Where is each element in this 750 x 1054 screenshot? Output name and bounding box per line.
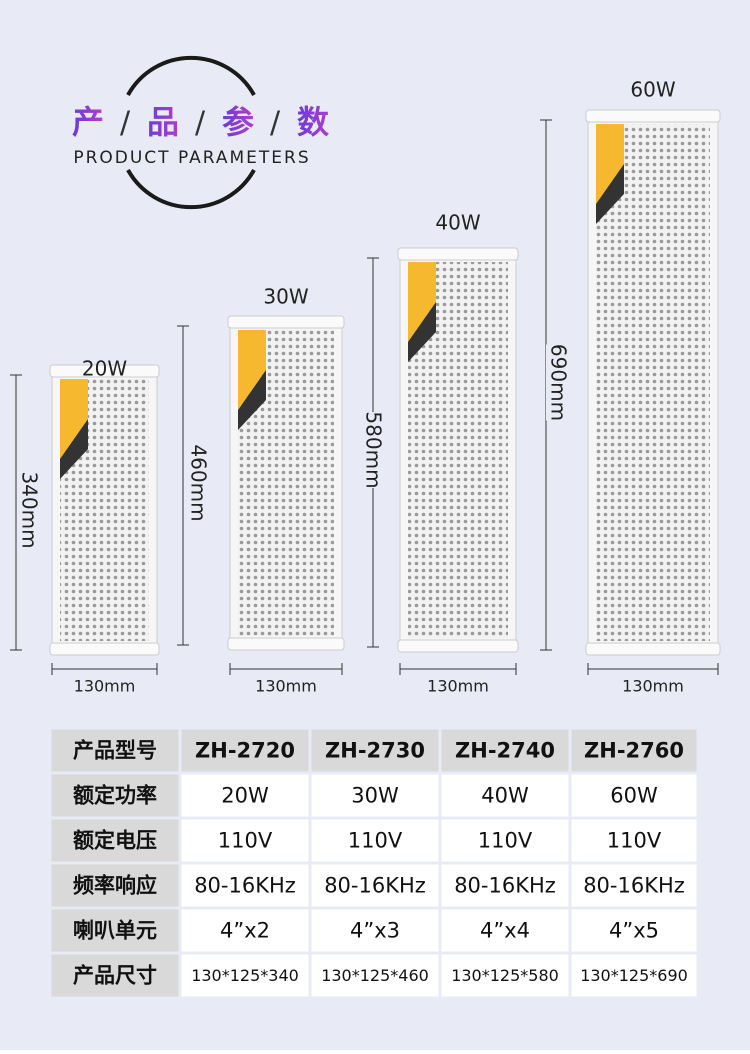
table-cell xyxy=(178,906,312,955)
dim-bg xyxy=(361,412,383,488)
speaker-shade xyxy=(238,370,266,430)
cell-text: ZH-2730 xyxy=(325,739,425,763)
height-label: 340mm xyxy=(18,471,42,548)
cell-text: 20W xyxy=(221,784,269,808)
speaker-cap xyxy=(397,247,519,261)
cell-text: 频率响应 xyxy=(73,874,157,898)
speaker-cap xyxy=(585,109,721,123)
cell-text: 80-16KHz xyxy=(454,874,556,898)
power-label: 60W xyxy=(630,78,675,102)
title-separator: / xyxy=(270,106,281,141)
title-separator: / xyxy=(120,106,131,141)
cell-text: 130*125*460 xyxy=(321,966,429,985)
cell-text: ZH-2720 xyxy=(195,739,295,763)
speaker-cap xyxy=(585,642,721,656)
speaker-cap xyxy=(227,315,345,329)
table-cell xyxy=(178,861,312,910)
speaker-cap xyxy=(227,637,345,651)
dim-bg xyxy=(546,344,568,421)
table-cell xyxy=(308,816,442,865)
cell-text: 110V xyxy=(218,829,273,853)
title-char: 数 xyxy=(297,103,330,141)
cell-text: 额定电压 xyxy=(73,829,157,853)
cell-text: 30W xyxy=(351,784,399,808)
dim-bg xyxy=(186,445,208,521)
table-cell xyxy=(568,951,700,1000)
cell-text: 130*125*690 xyxy=(580,966,688,985)
cell-text: 110V xyxy=(348,829,403,853)
cell-text: 产品尺寸 xyxy=(73,964,157,988)
cell-text: 4”x5 xyxy=(609,919,659,943)
speaker-shade xyxy=(596,164,624,224)
table-cell xyxy=(568,906,700,955)
arc xyxy=(126,55,256,96)
cell-text: 4”x2 xyxy=(220,919,270,943)
height-label: 690mm xyxy=(547,344,571,421)
cell-text: 额定功率 xyxy=(73,784,157,808)
height-label: 580mm xyxy=(362,411,386,488)
table-cell xyxy=(178,771,312,820)
power-label: 30W xyxy=(263,285,308,309)
cell-text: 喇叭单元 xyxy=(73,919,157,943)
title-char: 参 xyxy=(222,103,254,141)
cell-text: 60W xyxy=(610,784,658,808)
speaker-shade xyxy=(408,302,436,362)
arc xyxy=(126,169,256,210)
table-cell xyxy=(48,906,182,955)
cell-text: ZH-2740 xyxy=(455,739,555,763)
power-label: 20W xyxy=(82,357,127,381)
table-cell xyxy=(308,771,442,820)
power-label: 40W xyxy=(435,211,480,235)
width-label: 130mm xyxy=(622,677,684,696)
speaker-cap xyxy=(49,642,160,656)
cell-text: 130*125*340 xyxy=(191,966,299,985)
table-cell xyxy=(308,951,442,1000)
subtitle: PRODUCT PARAMETERS xyxy=(73,148,310,168)
width-label: 130mm xyxy=(255,677,317,696)
table: 产品型号 ZH-2720 ZH-2730 ZH-2740 ZH-2760 额定功率 20W 3… xyxy=(48,726,700,1000)
cell-text: 130*125*580 xyxy=(451,966,559,985)
table-cell xyxy=(178,951,312,1000)
title-char: 产 xyxy=(72,103,104,141)
cell-text: ZH-2760 xyxy=(584,739,684,763)
table-cell xyxy=(438,951,572,1000)
width-label: 130mm xyxy=(74,677,136,696)
cell-text: 40W xyxy=(481,784,529,808)
cell-text: 4”x4 xyxy=(480,919,530,943)
dim-bg xyxy=(17,472,39,548)
speaker-shade xyxy=(60,419,88,479)
table-cell xyxy=(568,816,700,865)
cell-text: 110V xyxy=(607,829,662,853)
speaker-label xyxy=(60,379,88,459)
title-separator: / xyxy=(195,106,206,141)
speaker-cap xyxy=(49,364,160,378)
table-cell xyxy=(48,951,182,1000)
speaker-label xyxy=(408,262,436,342)
table-cell xyxy=(178,816,312,865)
speaker-grille xyxy=(596,124,710,641)
height-label: 460mm xyxy=(187,444,211,521)
cell-text: 110V xyxy=(478,829,533,853)
cell-text: 80-16KHz xyxy=(583,874,685,898)
title: 产 / 品 / 参 / 数 xyxy=(72,103,330,141)
table-cell xyxy=(48,771,182,820)
title-char: 品 xyxy=(147,103,179,141)
cell-text: 产品型号 xyxy=(73,739,157,763)
cell-text: 80-16KHz xyxy=(324,874,426,898)
speaker-label xyxy=(238,330,266,410)
speaker-label xyxy=(596,124,624,204)
speakers: 20W 340mm 130mm 30W 460mm 130mm 40W 580mm 130mm 6… xyxy=(10,78,721,696)
cell-text: 4”x3 xyxy=(350,919,400,943)
speaker-cap xyxy=(397,639,519,653)
table-cell xyxy=(308,906,442,955)
cell-text: 80-16KHz xyxy=(194,874,296,898)
width-label: 130mm xyxy=(427,677,489,696)
